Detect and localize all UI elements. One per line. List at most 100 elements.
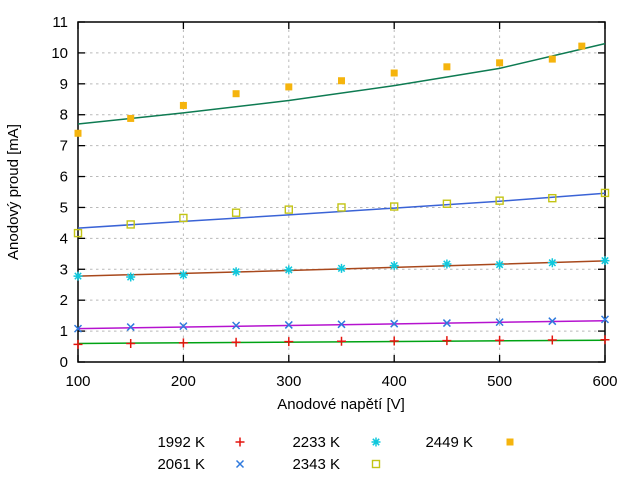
asterisk-glyph [389, 261, 399, 271]
marker-1992K [231, 337, 241, 347]
axis-layer [77, 21, 606, 363]
plus-glyph [600, 335, 610, 345]
cross-glyph [235, 459, 245, 469]
open-square-glyph [390, 202, 399, 211]
plus-glyph [73, 339, 83, 349]
marker-2449K [232, 90, 240, 98]
open-square-glyph [73, 228, 83, 238]
cross-glyph [179, 322, 188, 331]
filled-square-glyph [285, 83, 293, 91]
marker-2233K [231, 267, 241, 277]
marker-2233K [547, 258, 557, 268]
plus-glyph [442, 336, 452, 346]
marker-2449K [390, 69, 398, 77]
marker-2449K [548, 55, 556, 63]
marker-2449K [496, 59, 504, 67]
marker-2233K [178, 270, 188, 280]
legend-marker-2449K [506, 438, 514, 446]
legend-marker-1992K [235, 437, 245, 447]
marker-2343K [548, 193, 557, 203]
marker-2343K [231, 208, 241, 217]
y-axis-label: Anodový proud [mA] [5, 124, 22, 260]
y-tick-label: 3 [60, 261, 68, 278]
legend-label-2449K: 2449 K [425, 434, 473, 451]
x-tick-label: 600 [592, 373, 617, 390]
marker-2449K [127, 114, 135, 122]
plus-glyph [178, 338, 188, 348]
cross-glyph [73, 324, 83, 333]
cross-glyph [495, 318, 504, 327]
x-tick-label: 200 [171, 373, 196, 390]
open-square-glyph [126, 220, 135, 229]
plus-glyph [231, 337, 241, 347]
asterisk-glyph [231, 267, 241, 277]
filled-square-glyph [338, 77, 345, 85]
marker-2343K [337, 203, 346, 212]
open-square-glyph [179, 213, 188, 223]
legend-label-1992K: 1992 K [157, 434, 205, 451]
legend-marker-2343K [371, 459, 381, 469]
filled-square-glyph [232, 90, 240, 98]
filled-square-glyph [443, 63, 451, 71]
plus-glyph [495, 335, 505, 345]
marker-2233K [73, 271, 83, 281]
marker-2343K [284, 205, 293, 214]
plus-glyph [284, 337, 294, 347]
marker-2449K [179, 101, 187, 109]
legend-marker-2233K [371, 437, 381, 447]
asterisk-glyph [600, 256, 610, 266]
x-tick-label: 100 [65, 373, 90, 390]
marker-2233K [126, 272, 136, 282]
marker-2061K [179, 322, 188, 331]
asterisk-glyph [284, 265, 294, 275]
cross-glyph [548, 317, 557, 326]
marker-2233K [284, 265, 294, 275]
cross-glyph [390, 319, 399, 328]
filled-square-glyph [390, 69, 398, 77]
marker-2449K [285, 83, 293, 91]
asterisk-glyph [126, 272, 136, 282]
cross-glyph [126, 323, 135, 332]
marker-1992K [337, 336, 346, 346]
marker-2061K [73, 324, 83, 333]
open-square-glyph [495, 196, 504, 205]
plus-glyph [235, 437, 245, 447]
marker-1992K [284, 337, 294, 347]
cross-glyph [337, 320, 346, 329]
marker-2233K [442, 259, 452, 269]
y-tick-label: 4 [60, 230, 68, 247]
x-tick-label: 500 [487, 373, 512, 390]
marker-2061K [600, 315, 610, 324]
cross-glyph [442, 319, 451, 328]
legend-label-2061K: 2061 K [157, 456, 205, 473]
x-tick-label: 400 [382, 373, 407, 390]
marker-1992K [442, 336, 452, 346]
asterisk-glyph [178, 270, 188, 280]
legend-label-2343K: 2343 K [292, 456, 340, 473]
asterisk-glyph [73, 271, 83, 281]
marker-2061K [495, 318, 504, 327]
x-tick-label: 300 [276, 373, 301, 390]
y-tick-label: 1 [60, 323, 68, 340]
asterisk-glyph [547, 258, 557, 268]
y-tick-label: 0 [60, 354, 68, 371]
marker-2061K [442, 319, 451, 328]
marker-2343K [442, 199, 452, 208]
open-square-glyph [442, 199, 452, 208]
y-tick-label: 6 [60, 169, 68, 186]
cross-glyph [600, 315, 610, 324]
asterisk-glyph [371, 437, 381, 447]
marker-2061K [126, 323, 135, 332]
filled-square-glyph [578, 42, 586, 50]
marker-2449K [338, 77, 345, 85]
filled-square-glyph [548, 55, 556, 63]
marker-2233K [337, 263, 346, 273]
legend-marker-2061K [235, 459, 245, 469]
marker-2343K [495, 196, 504, 205]
cross-glyph [284, 320, 293, 329]
y-tick-label: 7 [60, 138, 68, 155]
y-tick-label: 10 [51, 45, 68, 62]
plus-glyph [337, 336, 346, 346]
